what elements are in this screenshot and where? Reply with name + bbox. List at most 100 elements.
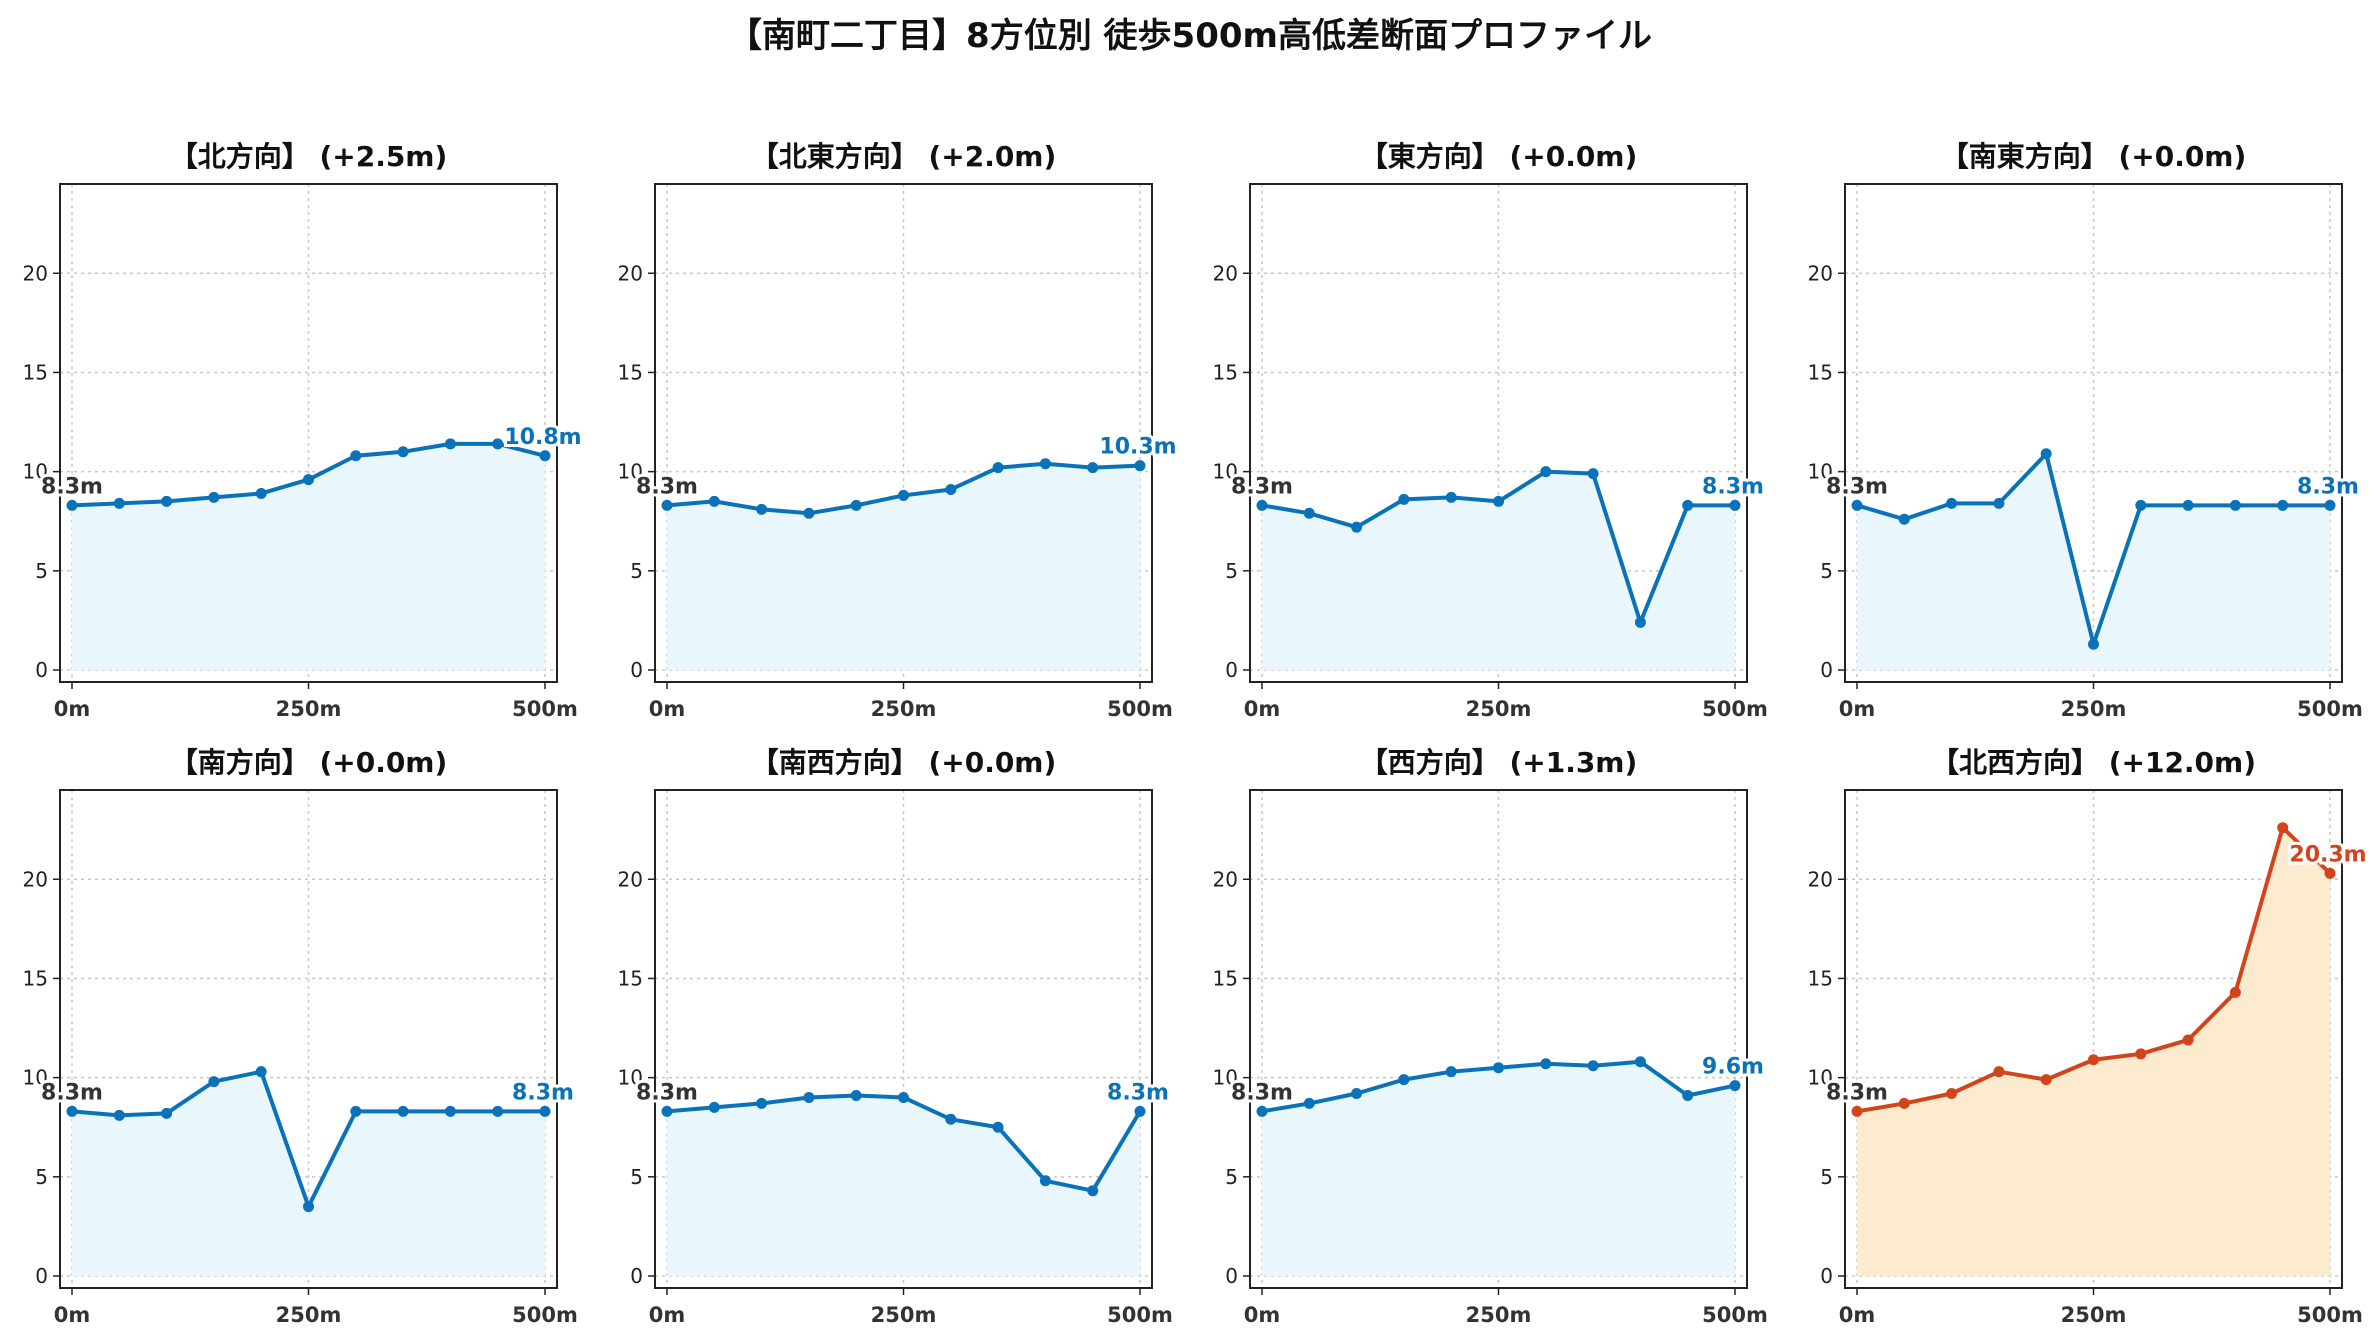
x-tick-label: 500m xyxy=(1702,1303,1768,1327)
profile-point xyxy=(1587,1060,1599,1072)
profile-point xyxy=(1039,458,1051,470)
x-tick-label: 250m xyxy=(276,1303,342,1327)
axes-frame xyxy=(654,183,1153,683)
x-tick-label: 500m xyxy=(512,697,578,721)
y-tick-label: 15 xyxy=(1808,360,1833,384)
y-tick-label: 0 xyxy=(35,658,48,682)
profile-point xyxy=(397,1105,409,1117)
y-tick-label: 15 xyxy=(618,966,643,990)
axes-frame xyxy=(1249,789,1748,1289)
y-tick-label: 20 xyxy=(23,867,48,891)
profile-point xyxy=(945,1113,957,1125)
y-tick-label: 15 xyxy=(1808,966,1833,990)
axes-frame xyxy=(59,789,558,1289)
profile-point xyxy=(255,487,267,499)
profile-point xyxy=(1134,1105,1146,1117)
x-tick-label: 500m xyxy=(2297,697,2363,721)
profile-point xyxy=(444,438,456,450)
x-tick-label: 500m xyxy=(1107,1303,1173,1327)
profile-point xyxy=(1087,462,1099,474)
end-elevation-label: 9.6m xyxy=(1702,1055,1764,1080)
profile-point xyxy=(1303,507,1315,519)
x-tick-label: 0m xyxy=(649,697,686,721)
profile-point xyxy=(2277,499,2289,511)
profile-point xyxy=(850,499,862,511)
profile-point xyxy=(1540,466,1552,478)
profile-point xyxy=(208,491,220,503)
x-tick-label: 0m xyxy=(1839,1303,1876,1327)
profile-point xyxy=(1540,1058,1552,1070)
y-tick-label: 20 xyxy=(1213,261,1238,285)
profile-point xyxy=(1398,1074,1410,1086)
profile-point xyxy=(1134,460,1146,472)
y-tick-label: 0 xyxy=(630,1264,643,1288)
profile-point xyxy=(661,499,673,511)
x-tick-label: 0m xyxy=(54,1303,91,1327)
profile-chart-7: 【西方向】 (+1.3m) 0m 250m 500m 0 5 10 15 20 8.3m 9.6m xyxy=(1213,746,1768,1327)
chart-title: 【北方向】 (+2.5m) xyxy=(170,140,448,173)
profile-point xyxy=(1946,497,1958,509)
x-tick-label: 0m xyxy=(649,1303,686,1327)
profile-chart-4: 【南東方向】 (+0.0m) 0m 250m 500m 0 5 10 15 20 8.3m 8.3m xyxy=(1808,140,2363,721)
axes-frame xyxy=(654,789,1153,1289)
profile-point xyxy=(756,503,768,515)
profile-point xyxy=(1898,1097,1910,1109)
y-tick-label: 20 xyxy=(1213,867,1238,891)
profile-area xyxy=(1857,827,2330,1276)
profile-point xyxy=(1493,495,1504,507)
profile-point xyxy=(945,483,957,495)
chart-title: 【南東方向】 (+0.0m) xyxy=(1941,140,2247,173)
profile-point xyxy=(2324,867,2336,879)
start-elevation-label: 8.3m xyxy=(41,474,103,499)
axes-frame xyxy=(1844,183,2343,683)
profile-point xyxy=(1445,1066,1457,1078)
profile-point xyxy=(1087,1185,1099,1197)
start-elevation-label: 8.3m xyxy=(1826,1080,1888,1105)
end-elevation-label: 10.3m xyxy=(1099,435,1176,460)
y-tick-label: 10 xyxy=(23,1066,48,1090)
profile-point xyxy=(397,446,409,458)
end-elevation-label: 8.3m xyxy=(2297,474,2359,499)
axes-frame xyxy=(1844,789,2343,1289)
x-tick-label: 0m xyxy=(1839,697,1876,721)
chart-title: 【北東方向】 (+2.0m) xyxy=(751,140,1057,173)
x-tick-label: 250m xyxy=(871,697,937,721)
profile-point xyxy=(708,495,720,507)
profile-area xyxy=(1262,471,1735,670)
y-tick-label: 5 xyxy=(35,559,48,583)
profile-point xyxy=(1729,1080,1741,1092)
profile-point xyxy=(2229,986,2241,998)
end-elevation-label: 20.3m xyxy=(2289,842,2366,867)
y-tick-label: 5 xyxy=(1225,559,1238,583)
y-tick-label: 15 xyxy=(1213,360,1238,384)
profile-point xyxy=(2040,448,2052,460)
profile-point xyxy=(492,1105,504,1117)
profile-point xyxy=(1898,513,1910,525)
profile-area xyxy=(1262,1061,1735,1276)
end-elevation-label: 8.3m xyxy=(512,1080,574,1105)
profile-point xyxy=(66,499,78,511)
profile-point xyxy=(850,1089,862,1101)
profile-point xyxy=(2135,1048,2147,1060)
y-tick-label: 15 xyxy=(23,966,48,990)
profile-point xyxy=(1493,1062,1504,1074)
y-tick-label: 5 xyxy=(630,1165,643,1189)
profile-point xyxy=(1634,1056,1646,1068)
profile-point xyxy=(539,1105,551,1117)
y-tick-label: 20 xyxy=(23,261,48,285)
profile-point xyxy=(350,1105,362,1117)
profile-point xyxy=(2229,499,2241,511)
start-elevation-label: 8.3m xyxy=(1826,474,1888,499)
x-tick-label: 0m xyxy=(54,697,91,721)
x-tick-label: 500m xyxy=(1107,697,1173,721)
y-tick-label: 5 xyxy=(630,559,643,583)
profile-chart-3: 【東方向】 (+0.0m) 0m 250m 500m 0 5 10 15 20 8.3m 8.3m xyxy=(1213,140,1768,721)
y-tick-label: 10 xyxy=(1808,1066,1833,1090)
y-tick-label: 10 xyxy=(1213,1066,1238,1090)
start-elevation-label: 8.3m xyxy=(636,1080,698,1105)
y-tick-label: 0 xyxy=(1225,1264,1238,1288)
y-tick-label: 0 xyxy=(35,1264,48,1288)
profile-point xyxy=(2135,499,2147,511)
